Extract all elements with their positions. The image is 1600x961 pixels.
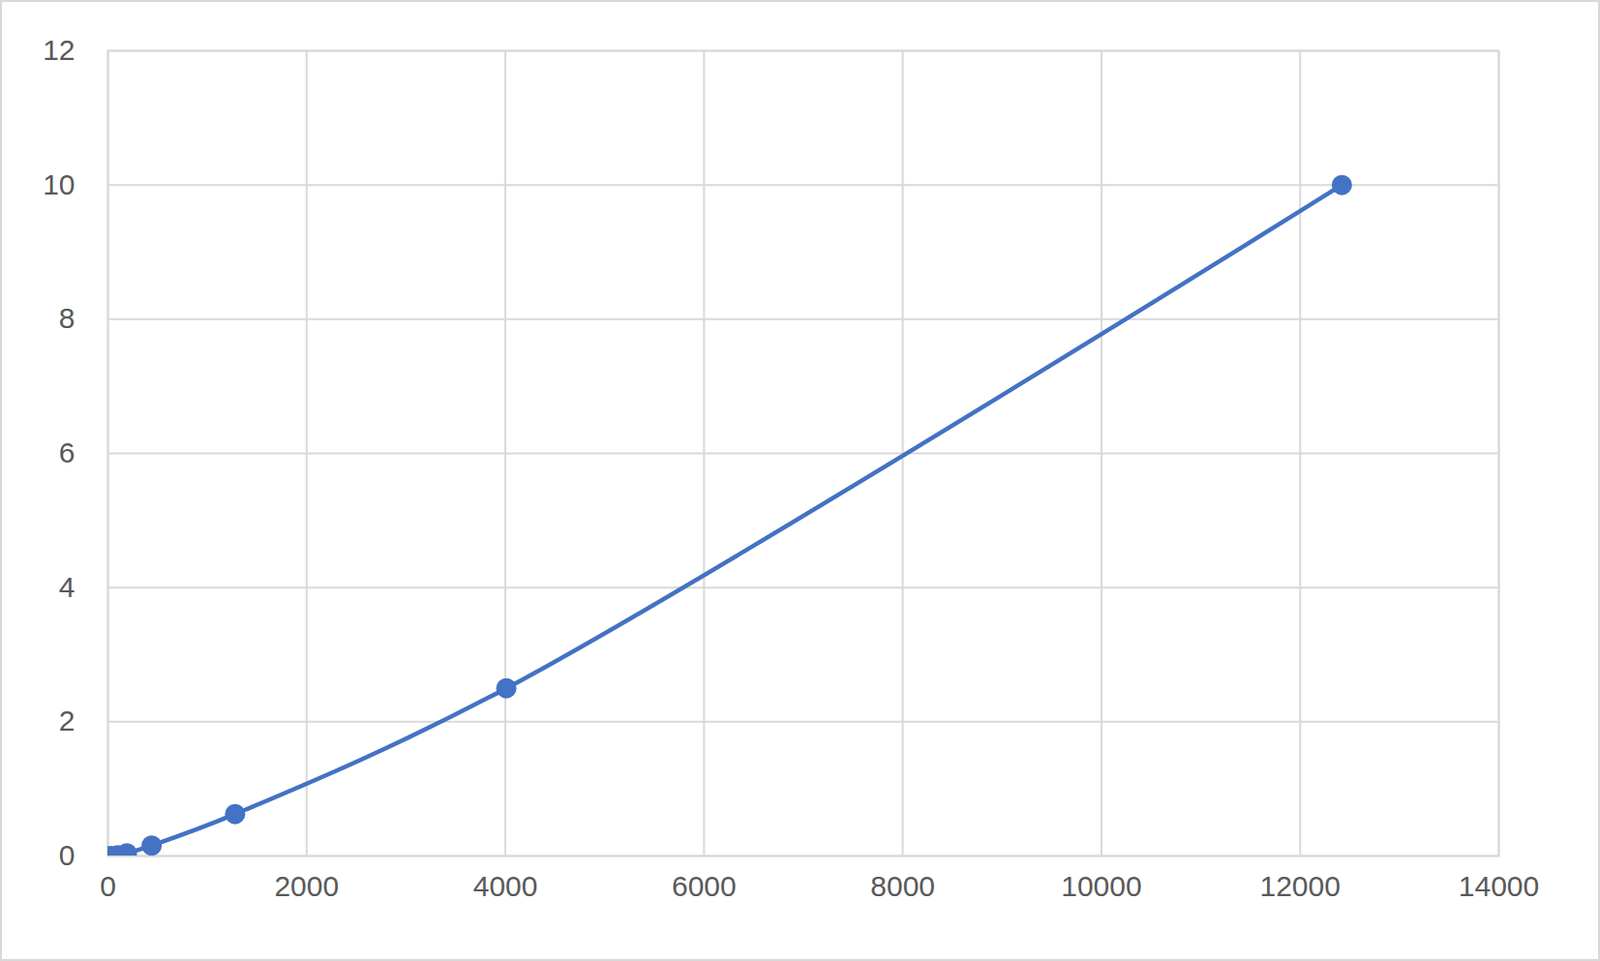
- svg-text:12000: 12000: [1259, 870, 1340, 903]
- svg-text:2000: 2000: [273, 870, 339, 903]
- svg-text:6000: 6000: [671, 870, 737, 903]
- svg-text:0: 0: [59, 839, 76, 872]
- svg-text:10: 10: [42, 168, 75, 201]
- svg-text:2: 2: [59, 704, 76, 737]
- svg-text:8: 8: [59, 301, 76, 334]
- svg-text:8000: 8000: [870, 870, 936, 903]
- svg-text:10000: 10000: [1060, 870, 1142, 903]
- svg-text:12: 12: [42, 33, 75, 66]
- svg-text:0: 0: [99, 870, 117, 903]
- svg-text:6: 6: [59, 436, 76, 469]
- svg-text:4: 4: [59, 571, 76, 604]
- svg-text:14000: 14000: [1458, 870, 1540, 903]
- svg-text:4000: 4000: [473, 870, 539, 903]
